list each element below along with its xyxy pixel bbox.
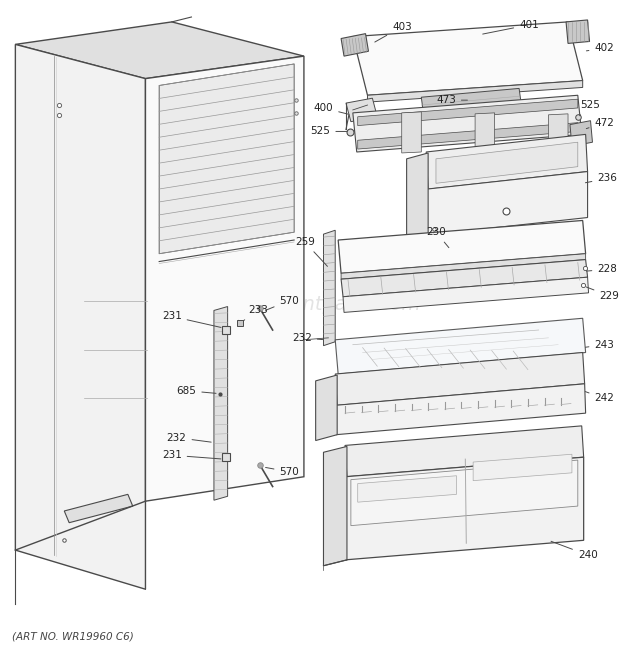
- Polygon shape: [351, 460, 578, 525]
- Text: 525: 525: [580, 100, 600, 116]
- Polygon shape: [426, 134, 588, 189]
- Text: 231: 231: [162, 450, 221, 460]
- Polygon shape: [407, 153, 428, 241]
- Text: 259: 259: [294, 237, 327, 266]
- Polygon shape: [324, 446, 347, 566]
- Polygon shape: [214, 307, 228, 500]
- Text: 401: 401: [483, 20, 539, 34]
- Text: 473: 473: [436, 95, 467, 105]
- Text: 400: 400: [314, 103, 348, 114]
- Polygon shape: [316, 375, 337, 440]
- Text: 242: 242: [585, 391, 614, 403]
- Text: 403: 403: [375, 22, 412, 42]
- Text: 570: 570: [265, 467, 299, 477]
- Polygon shape: [338, 221, 586, 273]
- Polygon shape: [353, 22, 583, 95]
- Polygon shape: [368, 81, 583, 102]
- Polygon shape: [358, 476, 456, 502]
- Polygon shape: [345, 426, 583, 477]
- Polygon shape: [402, 112, 422, 153]
- Polygon shape: [566, 20, 590, 44]
- Polygon shape: [16, 22, 304, 79]
- Polygon shape: [473, 454, 572, 481]
- Polygon shape: [341, 260, 588, 297]
- Text: 232: 232: [167, 432, 211, 443]
- Polygon shape: [335, 384, 586, 435]
- Polygon shape: [346, 98, 378, 122]
- Polygon shape: [159, 64, 294, 254]
- Polygon shape: [341, 254, 586, 279]
- Text: 229: 229: [587, 287, 619, 301]
- Polygon shape: [146, 56, 304, 501]
- Polygon shape: [335, 352, 585, 405]
- Text: 230: 230: [426, 227, 449, 248]
- Text: ereplacementparts.com: ereplacementparts.com: [187, 295, 420, 314]
- Text: 472: 472: [587, 118, 614, 129]
- Text: 570: 570: [265, 295, 299, 311]
- Text: 525: 525: [311, 126, 347, 136]
- Text: 685: 685: [177, 385, 216, 396]
- Polygon shape: [335, 319, 586, 374]
- Text: 232: 232: [292, 333, 322, 343]
- Polygon shape: [570, 121, 593, 146]
- Polygon shape: [353, 95, 582, 152]
- Polygon shape: [324, 230, 335, 346]
- Polygon shape: [436, 142, 578, 183]
- Polygon shape: [343, 277, 588, 313]
- Text: 236: 236: [585, 173, 618, 183]
- Polygon shape: [345, 457, 583, 560]
- Text: 243: 243: [585, 340, 614, 350]
- Polygon shape: [358, 123, 578, 149]
- Text: 231: 231: [162, 311, 221, 327]
- Polygon shape: [16, 44, 146, 589]
- Text: 228: 228: [587, 264, 618, 274]
- Polygon shape: [475, 113, 495, 154]
- Text: 240: 240: [551, 541, 598, 560]
- Polygon shape: [549, 114, 568, 155]
- Polygon shape: [426, 172, 588, 235]
- Text: (ART NO. WR19960 C6): (ART NO. WR19960 C6): [12, 631, 134, 641]
- Polygon shape: [422, 89, 521, 112]
- Polygon shape: [358, 99, 578, 126]
- Text: 402: 402: [587, 44, 614, 54]
- Polygon shape: [341, 34, 368, 56]
- Text: 233: 233: [244, 305, 268, 321]
- Polygon shape: [64, 494, 133, 523]
